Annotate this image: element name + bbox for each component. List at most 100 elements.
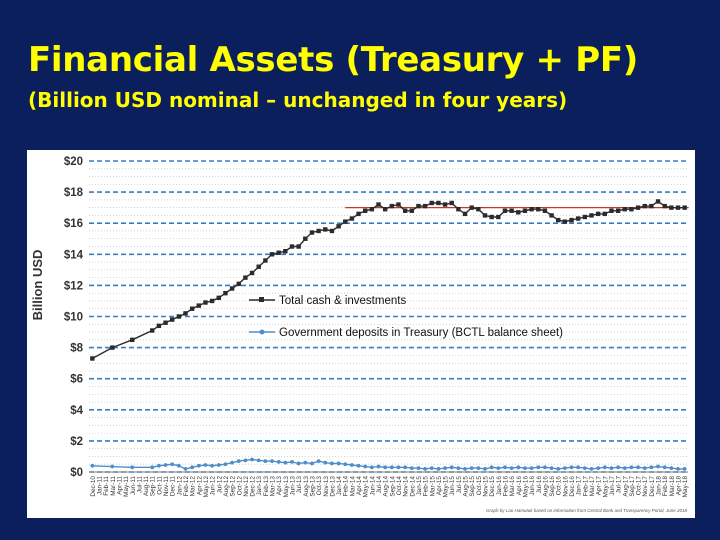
x-tick-label: Apr-16	[516, 476, 523, 496]
data-point-gov-deposits	[536, 465, 541, 470]
x-tick-label: Aug-11	[143, 476, 150, 497]
y-tick-label: $0	[70, 467, 83, 479]
x-tick-label: Mar-16	[509, 476, 516, 497]
x-tick-label: Nov-14	[403, 476, 410, 497]
x-tick-label: Nov-15	[483, 476, 490, 497]
data-point-total-cash	[323, 227, 328, 232]
data-point-gov-deposits	[609, 466, 614, 471]
data-point-total-cash	[203, 300, 208, 305]
data-point-total-cash	[635, 205, 641, 210]
data-point-total-cash	[223, 290, 228, 296]
data-point-gov-deposits	[569, 465, 574, 470]
data-point-gov-deposits	[596, 466, 601, 471]
x-tick-label: Mar-14	[349, 476, 356, 497]
data-point-total-cash	[642, 203, 647, 209]
x-tick-label: Apr-11	[116, 476, 123, 495]
x-tick-label: May-18	[682, 476, 689, 498]
data-point-gov-deposits	[562, 466, 567, 471]
x-tick-label: Jan-14	[336, 476, 343, 496]
data-point-total-cash	[522, 208, 528, 213]
data-point-gov-deposits	[476, 466, 481, 471]
data-point-total-cash	[283, 248, 288, 254]
series-layer	[90, 199, 687, 471]
data-point-total-cash	[529, 207, 534, 212]
x-tick-label: Dec-15	[489, 476, 496, 497]
x-tick-label: Sep-13	[309, 476, 316, 497]
x-tick-label: May-17	[602, 476, 609, 498]
data-point-gov-deposits	[356, 463, 361, 468]
data-point-gov-deposits	[156, 463, 161, 468]
legend-total-label: Total cash & investments	[279, 295, 406, 307]
x-tick-label: Nov-11	[163, 476, 170, 497]
data-point-gov-deposits	[250, 457, 254, 462]
x-tick-label: Jun-12	[210, 476, 217, 496]
x-tick-label: Aug-14	[383, 476, 390, 497]
data-point-gov-deposits	[290, 459, 294, 464]
x-tick-label: May-14	[363, 476, 370, 498]
data-point-gov-deposits	[336, 461, 341, 466]
data-point-total-cash	[429, 200, 434, 206]
data-point-gov-deposits	[303, 460, 308, 465]
data-point-total-cash	[376, 202, 381, 207]
data-point-total-cash	[416, 203, 421, 209]
x-tick-label: Jan-12	[176, 476, 183, 496]
data-point-total-cash	[609, 208, 614, 213]
x-tick-label: Jan-15	[416, 476, 423, 496]
data-point-total-cash	[615, 208, 621, 213]
data-point-gov-deposits	[403, 465, 408, 470]
y-tick-label: $2	[70, 436, 83, 448]
x-tick-label: Dec-17	[649, 476, 656, 497]
data-point-gov-deposits	[90, 463, 95, 468]
x-tick-label: Feb-14	[343, 476, 350, 497]
x-tick-label: Mar-17	[589, 476, 596, 497]
data-point-gov-deposits	[176, 463, 181, 468]
data-point-gov-deposits	[389, 465, 394, 470]
x-tick-label: Jan-13	[256, 476, 263, 496]
data-point-gov-deposits	[409, 466, 414, 471]
x-tick-label: Nov-17	[642, 476, 649, 497]
y-tick-label: $4	[70, 405, 83, 417]
y-tick-label: $8	[70, 343, 83, 355]
data-point-gov-deposits	[423, 466, 428, 471]
x-tick-label: Mar-12	[190, 476, 197, 497]
x-tick-label: Dec-14	[409, 476, 416, 497]
data-point-total-cash	[382, 207, 388, 212]
x-tick-label: Apr-17	[596, 476, 603, 496]
data-point-total-cash	[436, 200, 441, 206]
x-tick-label: Nov-12	[243, 476, 250, 497]
data-point-total-cash	[189, 306, 195, 311]
x-tick-label: Oct-14	[396, 476, 403, 496]
data-point-total-cash	[196, 303, 202, 308]
data-point-gov-deposits	[216, 463, 221, 467]
data-point-gov-deposits	[576, 465, 581, 470]
data-point-total-cash	[669, 205, 674, 210]
x-tick-label: Jul-13	[296, 476, 303, 494]
x-tick-label: Sep-11	[150, 476, 157, 497]
data-point-total-cash	[236, 281, 241, 287]
data-point-gov-deposits	[523, 466, 527, 471]
x-tick-label: Jun-16	[529, 476, 536, 496]
data-point-total-cash	[396, 202, 401, 207]
data-point-gov-deposits	[316, 459, 321, 464]
x-tick-label: Dec-13	[329, 476, 336, 497]
data-point-gov-deposits	[483, 466, 487, 471]
data-point-total-cash	[489, 214, 494, 220]
data-point-total-cash	[516, 210, 521, 215]
data-point-gov-deposits	[276, 459, 281, 464]
data-point-total-cash	[442, 202, 448, 207]
data-point-total-cash	[303, 236, 308, 241]
line-chart: $0$2$4$6$8$10$12$14$16$18$20 Dec-10 Jan-1…	[30, 156, 689, 513]
y-tick-label: $20	[64, 156, 83, 168]
data-point-gov-deposits	[489, 465, 494, 470]
data-point-gov-deposits	[330, 461, 334, 466]
data-point-gov-deposits	[416, 466, 421, 471]
data-point-total-cash	[316, 228, 321, 234]
data-point-gov-deposits	[369, 465, 374, 470]
x-tick-label: Feb-11	[103, 476, 110, 496]
data-point-gov-deposits	[363, 464, 368, 469]
x-tick-label: Dec-11	[170, 476, 177, 497]
data-point-gov-deposits	[243, 458, 248, 463]
data-point-total-cash	[562, 219, 568, 224]
x-tick-label: Mar-18	[669, 476, 676, 497]
x-tick-label: Feb-13	[263, 476, 270, 497]
